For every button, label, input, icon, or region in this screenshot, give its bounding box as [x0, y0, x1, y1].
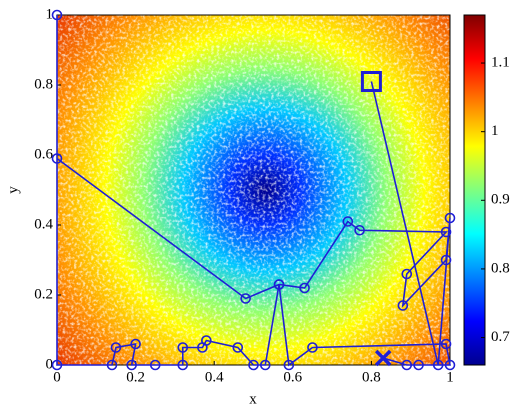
- y-tick-label: 0.2: [34, 286, 53, 302]
- point-marker: [240, 293, 251, 304]
- colorbar-tick-label: 0.7: [491, 329, 510, 345]
- colorbar-tick-label: 1.1: [491, 54, 510, 70]
- point-marker: [149, 359, 161, 371]
- point-marker: [413, 359, 424, 371]
- point-marker: [444, 359, 456, 371]
- x-tick-label: 1: [446, 369, 454, 385]
- colorbar-tick-label: 1: [491, 123, 499, 139]
- x-tick-label: 0.8: [362, 369, 381, 385]
- x-tick-label: 0.4: [205, 369, 224, 385]
- point-marker: [342, 216, 354, 227]
- point-marker: [177, 359, 189, 371]
- point-marker: [259, 359, 271, 371]
- colorbar-tick-label: 0.9: [491, 192, 510, 208]
- y-tick-label: 0.6: [34, 146, 53, 162]
- colorbar: [463, 14, 486, 366]
- end-marker: [374, 349, 392, 367]
- x-axis-label: x: [249, 391, 257, 407]
- point-marker: [401, 268, 413, 280]
- point-marker: [51, 153, 63, 164]
- point-marker: [432, 359, 444, 371]
- point-marker: [401, 359, 413, 371]
- x-tick-label: 0: [53, 369, 61, 385]
- contour-texture: [57, 15, 450, 365]
- point-marker: [177, 342, 189, 353]
- point-marker: [248, 359, 259, 371]
- point-marker: [201, 335, 212, 346]
- x-tick-label: 0.6: [283, 369, 302, 385]
- point-marker: [440, 226, 452, 238]
- point-marker: [307, 342, 318, 353]
- point-marker: [110, 342, 122, 353]
- y-axis-label: y: [5, 186, 21, 194]
- start-marker: [360, 71, 382, 92]
- y-tick-label: 0.4: [34, 216, 53, 232]
- y-tick-label: 0.8: [34, 76, 53, 92]
- point-marker: [130, 338, 141, 350]
- point-marker: [299, 282, 310, 294]
- path-line: [56, 15, 451, 367]
- point-marker: [440, 254, 452, 266]
- point-marker: [283, 359, 295, 371]
- x-tick-label: 0.2: [126, 369, 145, 385]
- point-marker: [397, 300, 409, 311]
- y-tick-label: 0: [46, 356, 54, 372]
- point-marker: [354, 224, 365, 236]
- point-marker: [126, 359, 137, 371]
- y-tick-label: 1: [46, 6, 54, 22]
- point-marker: [51, 9, 63, 21]
- colorbar-tick-label: 0.8: [491, 260, 510, 276]
- point-marker: [444, 212, 456, 224]
- point-marker: [273, 279, 285, 290]
- point-marker: [106, 359, 118, 371]
- point-marker: [51, 359, 63, 371]
- point-marker: [232, 342, 244, 353]
- point-marker: [440, 338, 452, 350]
